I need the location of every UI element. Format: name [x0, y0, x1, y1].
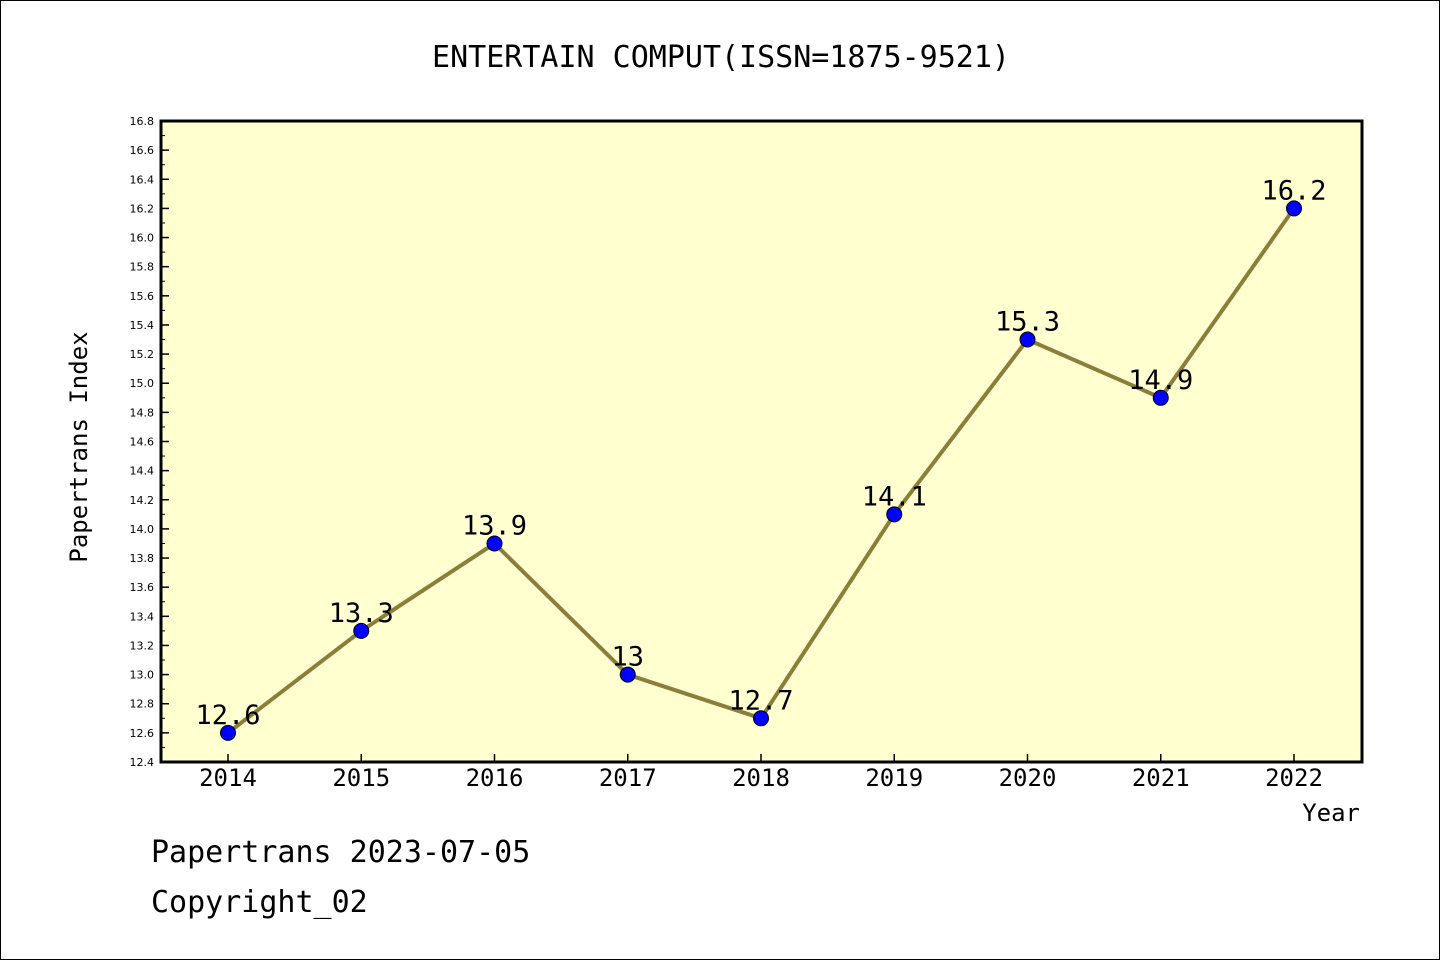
y-tick-label: 13.8 — [130, 552, 155, 565]
x-tick-label: 2017 — [599, 764, 657, 792]
data-label: 13 — [611, 642, 644, 673]
data-label: 14.9 — [1128, 365, 1193, 396]
footer-date: Papertrans 2023-07-05 — [151, 835, 531, 870]
data-point — [619, 666, 636, 683]
y-tick-label: 13.2 — [130, 639, 155, 652]
x-tick-label: 2018 — [732, 764, 790, 792]
y-tick-label: 13.6 — [130, 581, 155, 594]
x-tick-label: 2020 — [999, 764, 1057, 792]
x-tick-label: 2016 — [466, 764, 524, 792]
x-tick-label: 2022 — [1265, 764, 1323, 792]
y-tick-label: 13.0 — [130, 669, 155, 682]
chart-title: ENTERTAIN COMPUT(ISSN=1875-9521) — [432, 40, 1010, 75]
y-tick-label: 12.6 — [130, 727, 155, 740]
plot-area — [161, 121, 1362, 762]
y-tick-label: 16.4 — [130, 173, 155, 186]
y-tick-label: 16.0 — [130, 232, 155, 245]
data-point — [1152, 389, 1169, 406]
data-point — [353, 622, 370, 639]
y-tick-label: 15.2 — [130, 348, 155, 361]
data-label: 12.7 — [728, 685, 793, 716]
data-point — [1286, 200, 1302, 217]
data-point — [1019, 331, 1036, 348]
data-label: 13.3 — [329, 598, 394, 629]
data-point — [753, 710, 769, 727]
y-tick-label: 14.6 — [130, 436, 155, 449]
data-point — [486, 535, 503, 552]
x-tick-label: 2019 — [865, 764, 923, 792]
data-label: 16.2 — [1261, 175, 1326, 206]
y-tick-label: 15.0 — [130, 377, 155, 390]
y-tick-label: 16.6 — [130, 144, 155, 157]
y-tick-label: 12.4 — [130, 756, 155, 769]
plot-border — [159, 119, 1364, 764]
x-tick-label: 2021 — [1132, 764, 1190, 792]
data-label: 12.6 — [195, 700, 260, 731]
y-tick-label: 12.8 — [130, 698, 155, 711]
x-axis-label: Year — [1302, 799, 1360, 827]
y-tick-label: 16.2 — [130, 202, 155, 215]
y-tick-label: 14.2 — [130, 494, 155, 507]
y-axis-label: Papertrans Index — [65, 331, 93, 562]
footer-copyright: Copyright_02 — [151, 885, 368, 920]
y-tick-label: 14.8 — [130, 406, 155, 419]
x-axis-ticks: 2014 2015 2016 2017 2018 2019 2020 2021 2022 — [199, 754, 1323, 792]
x-tick-label: 2015 — [332, 764, 390, 792]
x-tick-label: 2014 — [199, 764, 257, 792]
y-axis-ticks: 12.4 12.6 12.8 13.0 13.2 13.4 13.6 13.8 14.0 14.2… — [130, 115, 169, 769]
y-tick-label: 15.8 — [130, 261, 155, 274]
series-layer: 12.6 13.3 13.9 13 12.7 14.1 15.3 14.9 16.2 — [195, 175, 1327, 741]
y-tick-label: 16.8 — [130, 115, 155, 128]
data-point — [886, 506, 903, 523]
data-label: 15.3 — [995, 307, 1060, 338]
data-point — [220, 724, 236, 741]
y-tick-label: 14.4 — [130, 465, 155, 478]
y-tick-label: 15.4 — [130, 319, 155, 332]
data-label: 14.1 — [862, 481, 927, 512]
y-tick-label: 15.6 — [130, 290, 155, 303]
y-tick-label: 14.0 — [130, 523, 155, 536]
y-tick-label: 13.4 — [130, 610, 155, 623]
data-label: 13.9 — [462, 510, 527, 541]
